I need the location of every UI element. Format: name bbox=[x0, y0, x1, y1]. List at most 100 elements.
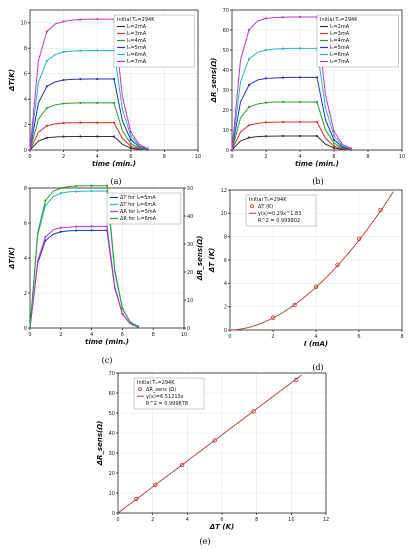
y-tick-label: 30 bbox=[223, 88, 229, 94]
data-point bbox=[335, 262, 340, 268]
data-point bbox=[79, 135, 82, 138]
y-tick-label: 0 bbox=[112, 511, 115, 517]
x-tick-label: 2 bbox=[62, 154, 65, 160]
data-point bbox=[90, 225, 93, 228]
y-tick-label: 50 bbox=[223, 48, 229, 54]
chart-panel-a: 0 2 4 6 8 10 0 2 4 6 8 10 time (min.) ΔT(K) Initial T₀… bbox=[8, 9, 201, 186]
y-tick-label: 6 bbox=[24, 71, 27, 77]
x-tick-label: 10 bbox=[399, 154, 405, 160]
y-tick-label: 60 bbox=[223, 28, 229, 34]
legend-box bbox=[245, 194, 317, 227]
legend-title: Initial T₀=294K bbox=[320, 17, 358, 23]
data-point bbox=[79, 121, 82, 124]
y-tick-label: 10 bbox=[109, 491, 115, 497]
data-point bbox=[281, 76, 285, 79]
x-tick-label: 10 bbox=[195, 154, 201, 160]
data-point bbox=[62, 50, 65, 54]
legend-label: y(x)=6.51213x bbox=[146, 394, 184, 400]
x-tick-label: 6 bbox=[129, 154, 132, 160]
series-line-4 bbox=[231, 47, 352, 151]
x-tick-label: 8 bbox=[366, 154, 369, 160]
series-line-0 bbox=[29, 136, 148, 151]
data-point bbox=[247, 105, 251, 109]
data-point bbox=[298, 100, 302, 104]
data-point bbox=[281, 16, 285, 19]
legend-label: I₀=2mA bbox=[330, 24, 350, 30]
x-tick-label: 2 bbox=[59, 332, 62, 338]
data-point bbox=[281, 47, 285, 50]
data-point bbox=[247, 83, 251, 87]
data-point bbox=[129, 145, 132, 148]
y2-tick-label: 0 bbox=[187, 326, 190, 332]
series-line-1 bbox=[231, 121, 352, 151]
legend-label: I₀=6mA bbox=[127, 52, 147, 58]
chart-panel-e: 0 2 4 6 8 10 12 0 10 20 30 40 50 60 70 ΔT (K) ΔR_sens(Ω)… bbox=[96, 371, 329, 546]
data-point bbox=[75, 225, 78, 228]
y-tick-label: 8 bbox=[224, 234, 227, 240]
series-line-3 bbox=[231, 76, 352, 151]
y-tick-label: 20 bbox=[109, 471, 115, 477]
y-tick-label: 10 bbox=[223, 128, 229, 134]
y2-tick-label: 50 bbox=[187, 186, 193, 192]
x-tick-label: 4 bbox=[186, 517, 189, 523]
data-point bbox=[179, 462, 185, 468]
series-line-2 bbox=[29, 225, 138, 329]
y-tick-label: 0 bbox=[24, 148, 27, 154]
series-line-3 bbox=[29, 78, 148, 151]
x-tick-label: 8 bbox=[400, 334, 403, 340]
legend-title: Initial T₀=294K bbox=[117, 17, 155, 23]
data-point bbox=[105, 184, 109, 187]
data-point bbox=[79, 49, 82, 52]
data-point bbox=[153, 482, 158, 488]
data-point bbox=[212, 438, 217, 443]
data-point bbox=[112, 121, 116, 124]
legend-label: I₀=3mA bbox=[330, 31, 350, 37]
legend-box bbox=[133, 377, 205, 410]
y-tick-label: 50 bbox=[109, 411, 115, 417]
y-tick-label: 70 bbox=[223, 8, 229, 14]
data-point bbox=[129, 146, 132, 150]
y2-tick-label: 10 bbox=[187, 298, 193, 304]
plot-frame bbox=[29, 9, 199, 151]
legend-label: I₀=6mA bbox=[330, 52, 350, 58]
data-point bbox=[332, 138, 336, 141]
legend-label: I₀=4mA bbox=[330, 38, 350, 44]
y-axis-label: ΔT (K) bbox=[208, 248, 216, 273]
legend-label: I₀=7mA bbox=[127, 59, 147, 65]
data-point bbox=[121, 307, 124, 310]
data-point bbox=[281, 120, 285, 124]
y2-tick-label: 40 bbox=[187, 214, 193, 220]
data-point bbox=[129, 134, 132, 138]
y-tick-label: 4 bbox=[24, 97, 27, 103]
x-tick-label: 6 bbox=[121, 332, 124, 338]
y-tick-label: 0 bbox=[24, 326, 27, 332]
series-line-5 bbox=[29, 18, 148, 151]
y-tick-label: 40 bbox=[109, 431, 115, 437]
data-point bbox=[298, 47, 302, 50]
data-point bbox=[298, 15, 302, 19]
legend-label: I₀=5mA bbox=[330, 45, 350, 51]
series-line-4 bbox=[29, 49, 148, 151]
x-tick-label: 0 bbox=[116, 517, 119, 523]
panel-caption: (c) bbox=[102, 356, 113, 365]
data-point bbox=[75, 184, 78, 188]
data-point bbox=[62, 121, 65, 125]
x-axis-label: ΔT (K) bbox=[209, 523, 234, 531]
y-tick-label: 4 bbox=[224, 281, 227, 287]
chart-panel-b: 0 2 4 6 8 10 0 10 20 30 40 50 60 70 time (min.) ΔR_sens… bbox=[210, 8, 405, 186]
data-point bbox=[121, 312, 124, 315]
y-tick-label: 2 bbox=[24, 122, 27, 128]
data-point bbox=[44, 235, 47, 239]
legend-label: ΔT (K) bbox=[258, 204, 273, 210]
data-point bbox=[136, 325, 139, 328]
data-point bbox=[356, 236, 362, 241]
x-axis-label: time (min.) bbox=[92, 160, 136, 168]
data-point bbox=[105, 225, 109, 228]
data-point bbox=[264, 77, 268, 80]
legend-box bbox=[113, 14, 195, 68]
data-point bbox=[298, 120, 302, 124]
y-tick-label: 4 bbox=[24, 256, 27, 262]
